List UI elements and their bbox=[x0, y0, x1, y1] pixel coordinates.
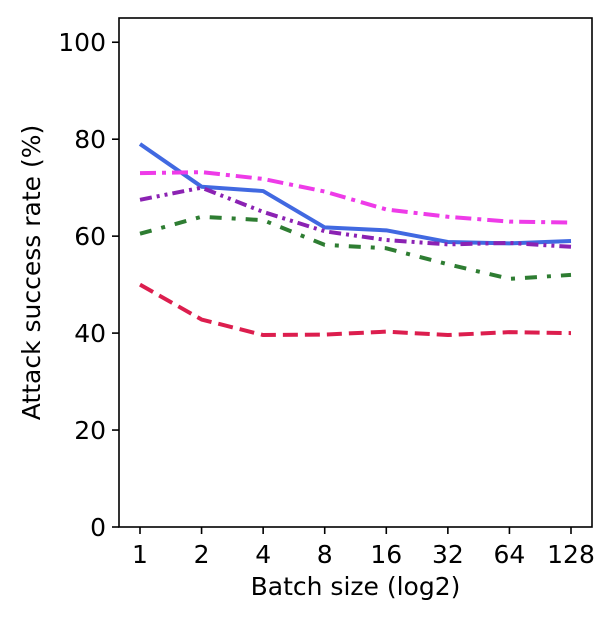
x-axis-label: Batch size (log2) bbox=[251, 572, 461, 601]
x-tick-label: 16 bbox=[370, 540, 402, 569]
x-tick-label: 2 bbox=[194, 540, 210, 569]
x-tick-label: 8 bbox=[317, 540, 333, 569]
series-line-3 bbox=[139, 185, 572, 249]
series-layer bbox=[138, 142, 572, 338]
x-tick-label: 32 bbox=[432, 540, 464, 569]
x-tick-label: 128 bbox=[547, 540, 595, 569]
x-tick-label: 4 bbox=[255, 540, 271, 569]
series-line-2 bbox=[139, 170, 572, 225]
y-tick-label: 100 bbox=[58, 28, 106, 57]
series-line-4 bbox=[139, 214, 572, 281]
y-tick-label: 20 bbox=[74, 416, 106, 445]
y-tick-label: 60 bbox=[74, 222, 106, 251]
plot-frame bbox=[118, 17, 593, 528]
x-axis: 1 2 4 8 16 32 64 128 bbox=[132, 527, 595, 569]
y-tick-label: 0 bbox=[90, 513, 106, 542]
x-tick-label: 1 bbox=[132, 540, 148, 569]
y-axis-label: Attack success rate (%) bbox=[17, 125, 46, 420]
series-line-5 bbox=[139, 282, 572, 338]
y-tick-label: 80 bbox=[74, 125, 106, 154]
y-axis: 0 20 40 60 80 100 bbox=[58, 28, 119, 542]
y-tick-label: 40 bbox=[74, 319, 106, 348]
series-line-1 bbox=[138, 142, 572, 246]
x-tick-label: 64 bbox=[494, 540, 526, 569]
